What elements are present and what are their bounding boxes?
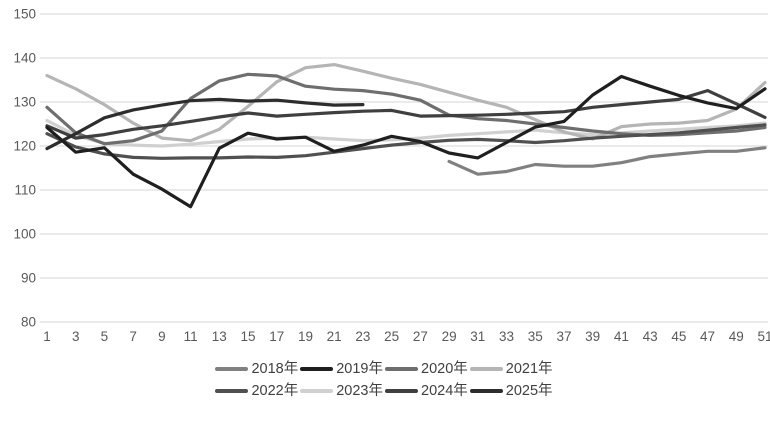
legend-label: 2020年 (421, 361, 468, 377)
x-tick-label-35: 35 (528, 329, 543, 344)
y-tick-label-130: 130 (13, 95, 36, 110)
y-tick-label-150: 150 (13, 7, 36, 22)
x-tick-label-3: 3 (72, 329, 80, 344)
legend-item-2022年[interactable]: 2022年 (215, 382, 300, 399)
legend-line-icon (215, 367, 249, 372)
x-tick-label-39: 39 (585, 329, 600, 344)
series-line-2018年[interactable] (447, 146, 767, 176)
x-tick-label-47: 47 (700, 329, 715, 344)
x-tick-label-5: 5 (101, 329, 109, 344)
legend-line-icon (215, 388, 249, 393)
legend-label: 2024年 (421, 382, 468, 399)
y-tick-label-110: 110 (14, 183, 36, 198)
legend-label: 2021年 (505, 361, 553, 377)
y-tick-label-90: 90 (21, 271, 36, 286)
series-line-2025年[interactable] (45, 97, 365, 151)
legend-label: 2025年 (505, 382, 553, 399)
x-tick-label-49: 49 (729, 329, 744, 344)
legend-line-icon (300, 388, 334, 393)
x-tick-label-45: 45 (671, 329, 686, 344)
legend-item-2023年[interactable]: 2023年 (300, 382, 385, 399)
x-tick-label-37: 37 (556, 329, 571, 344)
legend-item-2024年[interactable]: 2024年 (385, 382, 470, 399)
x-tick-label-9: 9 (158, 329, 166, 344)
series-line-2021年[interactable] (45, 62, 767, 143)
x-tick-label-29: 29 (442, 329, 457, 344)
series-line-2019年[interactable] (45, 74, 767, 209)
y-tick-label-80: 80 (21, 315, 36, 330)
x-tick-label-33: 33 (499, 329, 514, 344)
chart-legend: 2018年 2019年 2020年 2021年 2022年 2023年 2024年 2025年 (0, 362, 770, 398)
legend-line-icon (469, 367, 503, 372)
legend-item-2025年[interactable]: 2025年 (469, 382, 555, 399)
y-tick-label-100: 100 (13, 227, 36, 242)
x-tick-label-1: 1 (43, 329, 51, 344)
x-tick-label-15: 15 (241, 329, 256, 344)
x-tick-label-43: 43 (643, 329, 658, 344)
legend-label: 2019年 (336, 361, 383, 377)
x-tick-label-31: 31 (470, 329, 485, 344)
x-tick-label-25: 25 (384, 329, 399, 344)
x-tick-label-27: 27 (413, 329, 428, 344)
legend-row-1: 2018年 2019年 2020年 2021年 (215, 362, 554, 377)
legend-line-icon (385, 367, 418, 372)
x-tick-label-7: 7 (129, 329, 137, 344)
legend-item-2020年[interactable]: 2020年 (385, 362, 470, 377)
y-tick-label-120: 120 (13, 139, 36, 154)
legend-label: 2018年 (251, 361, 299, 377)
x-tick-label-41: 41 (614, 329, 629, 344)
x-tick-label-13: 13 (212, 329, 227, 344)
legend-item-2019年[interactable]: 2019年 (300, 362, 385, 377)
x-tick-label-51: 51 (757, 329, 770, 344)
x-tick-label-21: 21 (327, 329, 342, 344)
y-tick-label-140: 140 (13, 51, 36, 66)
legend-line-icon (300, 367, 334, 372)
legend-row-2: 2022年 2023年 2024年 2025年 (215, 382, 555, 399)
x-tick-label-23: 23 (355, 329, 370, 344)
legend-item-2021年[interactable]: 2021年 (469, 361, 555, 377)
legend-label: 2022年 (251, 382, 299, 399)
series-line-2024年[interactable] (45, 88, 767, 140)
x-tick-label-19: 19 (298, 329, 313, 344)
legend-line-icon (385, 388, 418, 393)
legend-label: 2023年 (336, 382, 383, 399)
x-tick-label-17: 17 (269, 329, 284, 344)
x-tick-label-11: 11 (184, 329, 198, 344)
legend-line-icon (469, 388, 503, 393)
legend-item-2018年[interactable]: 2018年 (215, 362, 300, 377)
series-line-2022年[interactable] (45, 123, 767, 160)
